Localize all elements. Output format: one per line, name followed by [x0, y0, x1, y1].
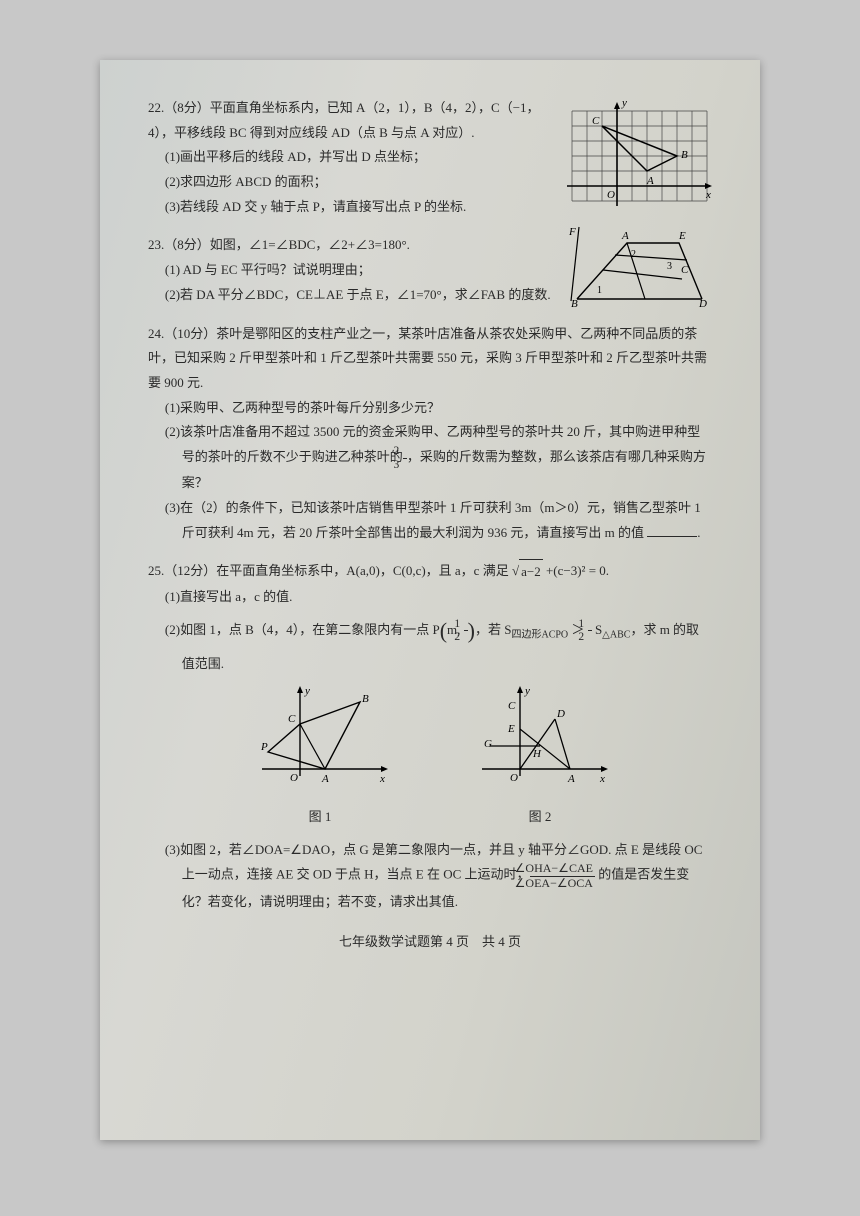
problem-24: 24.（10分）茶叶是鄂阳区的支柱产业之一，某茶叶店准备从茶农处采购甲、乙两种不… [148, 322, 712, 546]
svg-text:A: A [621, 230, 629, 242]
svg-text:y: y [524, 685, 530, 697]
problem-22-sub1: (1)画出平移后的线段 AD，并写出 D 点坐标； [148, 145, 552, 170]
svg-text:B: B [681, 149, 688, 161]
sqrt-icon: a−2 [512, 559, 543, 585]
p25-sub1: 四边形ACPO [511, 629, 568, 640]
exam-page: 22.（8分）平面直角坐标系内，已知 A（2，1），B（4，2），C（−1，4）… [100, 60, 760, 1140]
problem-22-sub2: (2)求四边形 ABCD 的面积； [148, 170, 552, 195]
problem-24-head: 24.（10分）茶叶是鄂阳区的支柱产业之一，某茶叶店准备从茶农处采购甲、乙两种不… [148, 322, 712, 396]
figure-2: y x O C D E G H A 图 2 [470, 684, 610, 829]
fraction-angles: ∠OHA−∠CAE∠OEA−∠OCA [530, 862, 595, 889]
problem-23-figure: F A E B D C 2 3 1 [567, 225, 712, 319]
problem-23-sub2: (2)若 DA 平分∠BDC，CE⊥AE 于点 E，∠1=70°，求∠FAB 的… [148, 283, 552, 308]
p25-s2d: S [592, 622, 602, 637]
svg-text:G: G [484, 738, 492, 750]
problem-22-figure: y x O C B A [562, 96, 712, 230]
problem-23-head: 23.（8分）如图，∠1=∠BDC，∠2+∠3=180°. [148, 233, 552, 258]
svg-text:x: x [599, 773, 605, 785]
p25-sub2: △ABC [602, 629, 630, 640]
page-footer: 七年级数学试题第 4 页 共 4 页 [148, 930, 712, 955]
problem-22-sub3: (3)若线段 AD 交 y 轴于点 P，请直接写出点 P 的坐标. [148, 195, 552, 220]
svg-text:3: 3 [667, 261, 672, 272]
svg-text:A: A [646, 175, 654, 187]
answer-blank [647, 536, 697, 537]
problem-25-sub2: (2)如图 1，点 B（4，4），在第二象限内有一点 P(m, 12)，若 S四… [182, 610, 712, 676]
svg-text:E: E [678, 230, 686, 242]
svg-text:O: O [290, 772, 298, 784]
svg-text:C: C [508, 700, 516, 712]
svg-text:B: B [571, 298, 578, 310]
svg-text:x: x [379, 773, 385, 785]
svg-text:D: D [556, 708, 565, 720]
problem-25-figures: y x O P C B A 图 1 y [148, 684, 712, 829]
svg-text:O: O [607, 189, 615, 201]
problem-25: 25.（12分）在平面直角坐标系中，A(a,0)，C(0,c)，且 a，c 满足… [148, 559, 712, 914]
svg-text:A: A [321, 773, 329, 785]
figure-1: y x O P C B A 图 1 [250, 684, 390, 829]
problem-25-sub1: (1)直接写出 a，c 的值. [148, 585, 712, 610]
svg-text:y: y [621, 97, 627, 109]
problem-23: 23.（8分）如图，∠1=∠BDC，∠2+∠3=180°. (1) AD 与 E… [148, 233, 712, 307]
svg-text:C: C [592, 115, 600, 127]
fig1-caption: 图 1 [250, 805, 390, 830]
problem-24-sub3: (3)在（2）的条件下，已知该茶叶店销售甲型茶叶 1 斤可获利 3m（m＞0）元… [182, 496, 712, 545]
svg-text:F: F [568, 226, 576, 238]
svg-text:B: B [362, 693, 369, 705]
p25-s2b: ，若 S [475, 622, 511, 637]
svg-text:D: D [698, 298, 707, 310]
svg-text:E: E [507, 723, 515, 735]
problem-25-sub3: (3)如图 2，若∠DOA=∠DAO，点 G 是第二象限内一点，并且 y 轴平分… [182, 838, 712, 915]
svg-text:H: H [532, 748, 542, 760]
svg-text:C: C [681, 264, 689, 276]
svg-text:1: 1 [597, 285, 602, 296]
problem-24-s3b: . [697, 525, 700, 540]
svg-text:C: C [288, 713, 296, 725]
p25-head-a: 25.（12分）在平面直角坐标系中，A(a,0)，C(0,c)，且 a，c 满足 [148, 563, 512, 578]
problem-24-sub2: (2)该茶叶店准备用不超过 3500 元的资金采购甲、乙两种型号的茶叶共 20 … [182, 420, 712, 496]
fig2-caption: 图 2 [470, 805, 610, 830]
svg-text:x: x [705, 189, 711, 201]
svg-text:y: y [304, 685, 310, 697]
svg-text:O: O [510, 772, 518, 784]
p25-s2a: (2)如图 1，点 B（4，4），在第二象限内有一点 P [165, 622, 440, 637]
problem-22: 22.（8分）平面直角坐标系内，已知 A（2，1），B（4，2），C（−1，4）… [148, 96, 712, 219]
problem-22-head: 22.（8分）平面直角坐标系内，已知 A（2，1），B（4，2），C（−1，4）… [148, 96, 552, 145]
svg-text:A: A [567, 773, 575, 785]
problem-24-sub1: (1)采购甲、乙两种型号的茶叶每斤分别多少元？ [148, 396, 712, 421]
problem-25-head: 25.（12分）在平面直角坐标系中，A(a,0)，C(0,c)，且 a，c 满足… [148, 559, 712, 585]
problem-23-sub1: (1) AD 与 EC 平行吗？试说明理由； [148, 258, 552, 283]
problem-24-s3a: (3)在（2）的条件下，已知该茶叶店销售甲型茶叶 1 斤可获利 3m（m＞0）元… [165, 500, 701, 540]
svg-text:P: P [260, 741, 268, 753]
svg-text:2: 2 [631, 249, 636, 260]
p25-head-b: +(c−3)² = 0. [543, 563, 609, 578]
